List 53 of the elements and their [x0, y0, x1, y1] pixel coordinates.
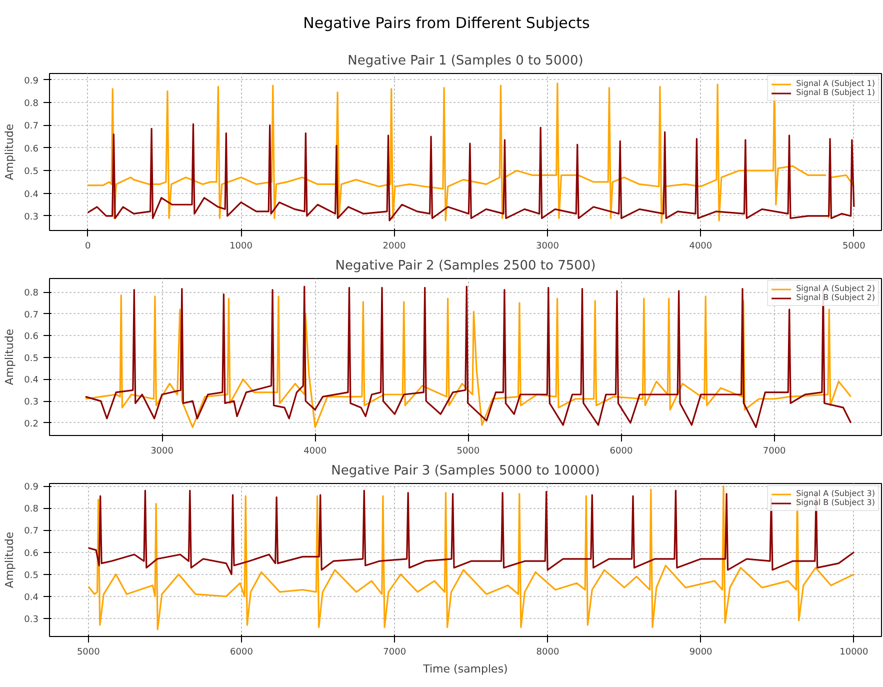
y-tick-label: 0.9: [24, 76, 39, 86]
legend-label: Signal B (Subject 3): [796, 498, 875, 507]
legend-label: Signal A (Subject 3): [796, 489, 875, 498]
y-tick-label: 0.6: [24, 548, 39, 559]
x-tick-label: 7000: [762, 446, 786, 456]
x-tick-label: 0: [84, 242, 91, 252]
y-tick-label: 0.8: [24, 288, 39, 299]
x-tick-label: 7000: [383, 648, 406, 658]
y-tick-label: 0.7: [24, 310, 39, 320]
y-tick-label: 0.4: [24, 190, 39, 200]
chart-title: Negative Pairs from Different Subjects: [303, 13, 590, 34]
y-tick-label: 0.2: [24, 419, 39, 430]
legend-label: Signal B (Subject 1): [796, 88, 875, 97]
x-tick-label: 5000: [456, 446, 480, 456]
y-tick-label: 0.7: [24, 526, 39, 537]
x-tick-label: 3000: [150, 446, 174, 456]
x-tick-label: 1000: [230, 242, 253, 252]
y-axis-title: Amplitude: [3, 532, 16, 588]
y-tick-label: 0.7: [24, 122, 39, 132]
y-tick-label: 0.6: [24, 332, 39, 342]
y-tick-label: 0.6: [24, 144, 39, 154]
x-axis-title: Time (samples): [422, 662, 508, 676]
y-tick-label: 0.3: [24, 614, 39, 625]
x-tick-label: 5000: [842, 242, 866, 252]
y-tick-label: 0.8: [24, 504, 39, 515]
x-tick-label: 3000: [536, 242, 560, 252]
y-tick-label: 0.5: [24, 354, 39, 364]
y-axis-title: Amplitude: [3, 124, 16, 180]
x-tick-label: 8000: [536, 648, 560, 658]
y-tick-label: 0.5: [24, 570, 39, 581]
x-tick-label: 10000: [840, 648, 869, 658]
x-tick-label: 4000: [304, 446, 327, 456]
x-tick-label: 9000: [689, 648, 713, 658]
legend-label: Signal A (Subject 2): [796, 284, 875, 293]
y-axis-title: Amplitude: [3, 328, 16, 386]
chart-title: Negative Pair 3 (Samples 5000 to 10000): [331, 464, 600, 478]
legend-label: Signal B (Subject 2): [796, 293, 875, 302]
y-tick-label: 0.9: [24, 482, 39, 493]
chart-title: Negative Pair 2 (Samples 2500 to 7500): [335, 258, 596, 274]
chart-subtitle: Negative Pair 1 (Samples 0 to 5000): [348, 54, 584, 68]
x-tick-label: 2000: [382, 242, 406, 252]
y-tick-label: 0.3: [24, 398, 39, 408]
x-tick-label: 5000: [76, 648, 100, 658]
y-tick-label: 0.4: [24, 592, 39, 603]
y-tick-label: 0.5: [24, 167, 39, 178]
y-tick-label: 0.8: [24, 99, 39, 110]
x-tick-label: 4000: [689, 242, 712, 252]
x-tick-label: 6000: [610, 446, 633, 456]
line-series: [87, 123, 855, 222]
y-tick-label: 0.4: [24, 376, 39, 386]
legend-label: Signal A (Subject 1): [796, 79, 875, 88]
y-tick-label: 0.3: [24, 212, 39, 222]
x-tick-label: 6000: [230, 648, 254, 658]
